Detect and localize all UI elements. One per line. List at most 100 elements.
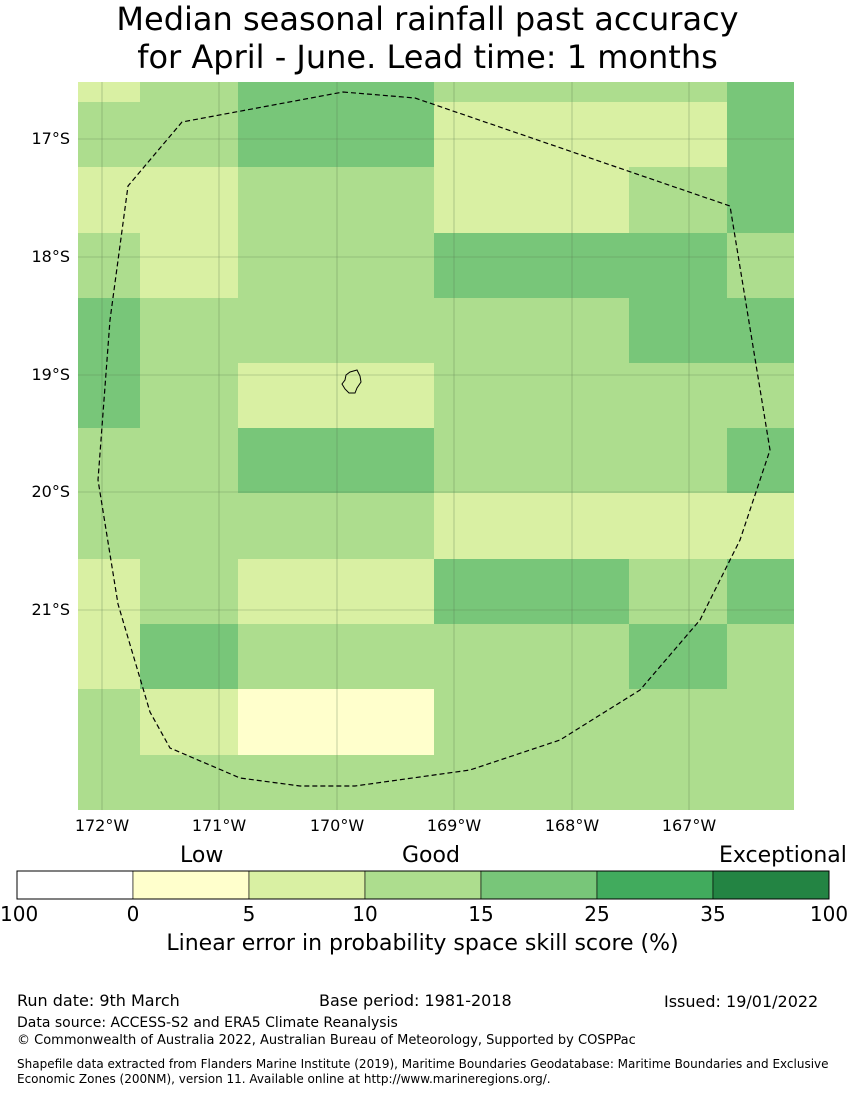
grid-cell — [727, 559, 794, 624]
grid-cell — [238, 428, 336, 493]
grid-cell — [336, 102, 434, 167]
grid-cell — [238, 689, 336, 755]
colorbar-frame — [16, 870, 830, 900]
grid-cell — [727, 689, 794, 755]
grid-cell — [140, 82, 238, 102]
category-good: Good — [402, 843, 460, 868]
grid-cell — [531, 82, 629, 102]
grid-cell — [434, 102, 531, 167]
y-tick-17s: 17°S — [31, 129, 70, 148]
grid-cell — [629, 298, 727, 363]
grid-cell — [434, 233, 531, 298]
graticule — [78, 82, 794, 810]
y-tick-20s: 20°S — [31, 482, 70, 501]
grid-cell — [434, 559, 531, 624]
grid-cell — [727, 624, 794, 689]
y-tick-21s: 21°S — [31, 600, 70, 619]
cbar-tick-3: 10 — [352, 902, 378, 926]
grid-cell — [434, 428, 531, 493]
grid-cell — [434, 624, 531, 689]
grid-cell — [531, 493, 629, 559]
cbar-tick-5: 25 — [584, 902, 610, 926]
grid-cell — [140, 624, 238, 689]
grid-cell — [78, 689, 140, 755]
cbar-tick-0: 100 — [0, 902, 39, 926]
grid-cell — [531, 689, 629, 755]
grid-cell — [434, 689, 531, 755]
colorbar-segment — [596, 870, 714, 900]
cbar-tick-7: 100 — [809, 902, 849, 926]
grid-cell — [531, 624, 629, 689]
colorbar — [16, 870, 830, 900]
grid-cell — [78, 167, 140, 233]
x-tick-167w: 167°W — [661, 816, 717, 835]
grid-cell — [727, 493, 794, 559]
grid-cell — [336, 493, 434, 559]
grid-cell — [629, 82, 727, 102]
grid-cell — [434, 363, 531, 428]
colorbar-segment — [132, 870, 250, 900]
grid-cell — [727, 167, 794, 233]
x-tick-169w: 169°W — [426, 816, 482, 835]
eez-boundary — [97, 91, 771, 787]
grid-cell — [336, 363, 434, 428]
grid-cell — [140, 689, 238, 755]
x-tick-168w: 168°W — [544, 816, 600, 835]
grid-cell — [78, 82, 140, 102]
grid-cell — [727, 755, 794, 810]
base-period: Base period: 1981-2018 — [319, 991, 512, 1010]
grid-cell — [140, 755, 238, 810]
grid-cell — [336, 689, 434, 755]
colorbar-segment — [248, 870, 366, 900]
grid-cell — [727, 102, 794, 167]
grid-cell — [336, 755, 434, 810]
category-low: Low — [180, 843, 224, 868]
colorbar-segment — [480, 870, 598, 900]
grid-cell — [727, 363, 794, 428]
cbar-tick-4: 15 — [468, 902, 494, 926]
category-exceptional: Exceptional — [719, 843, 847, 868]
grid-cell — [531, 428, 629, 493]
grid-cell — [727, 298, 794, 363]
grid-cell — [336, 559, 434, 624]
grid-cell — [531, 102, 629, 167]
grid-cell — [140, 559, 238, 624]
grid-cell — [531, 755, 629, 810]
x-tick-171w: 171°W — [191, 816, 247, 835]
colorbar-label: Linear error in probability space skill … — [166, 931, 679, 956]
grid-cell — [78, 233, 140, 298]
shapefile-credit: Shapefile data extracted from Flanders M… — [17, 1057, 829, 1086]
colorbar-segment — [364, 870, 482, 900]
grid-cell — [434, 493, 531, 559]
cbar-tick-1: 0 — [126, 902, 140, 926]
grid-cell — [238, 755, 336, 810]
skill-grid — [78, 82, 794, 810]
grid-cell — [434, 755, 531, 810]
grid-cell — [78, 363, 140, 428]
grid-cell — [78, 559, 140, 624]
grid-cell — [78, 298, 140, 363]
grid-cell — [434, 298, 531, 363]
copyright: © Commonwealth of Australia 2022, Austra… — [17, 1033, 636, 1048]
x-tick-170w: 170°W — [309, 816, 365, 835]
grid-cell — [434, 82, 531, 102]
cbar-tick-2: 5 — [242, 902, 256, 926]
grid-cell — [336, 167, 434, 233]
grid-cell — [336, 298, 434, 363]
grid-cell — [140, 428, 238, 493]
grid-cell — [727, 428, 794, 493]
grid-cell — [629, 102, 727, 167]
grid-cell — [78, 755, 140, 810]
x-tick-172w: 172°W — [74, 816, 130, 835]
grid-cell — [140, 363, 238, 428]
grid-cell — [727, 233, 794, 298]
grid-cell — [531, 559, 629, 624]
grid-cell — [629, 233, 727, 298]
grid-cell — [140, 167, 238, 233]
map-title: Median seasonal rainfall past accuracy f… — [0, 0, 855, 76]
grid-cell — [336, 428, 434, 493]
colorbar-segment — [16, 870, 134, 900]
grid-cell — [629, 559, 727, 624]
grid-cell — [434, 167, 531, 233]
